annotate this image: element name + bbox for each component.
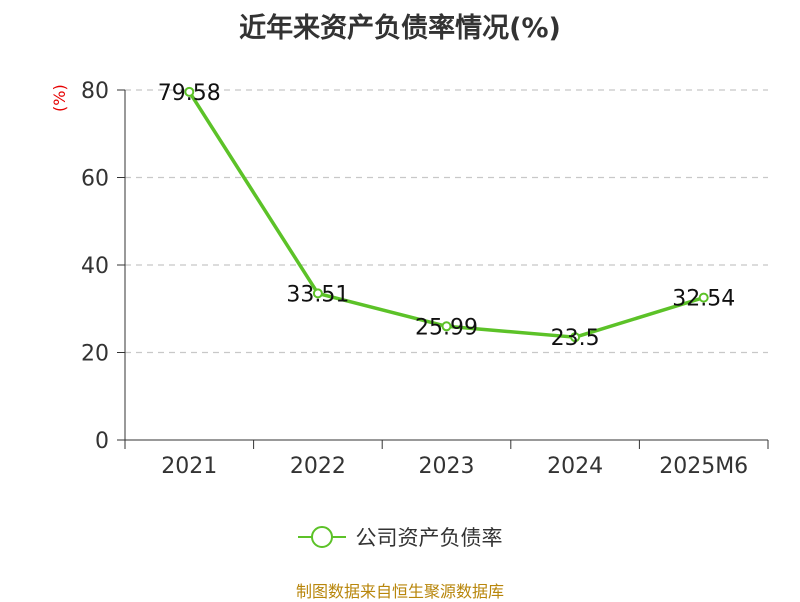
source-note: 制图数据来自恒生聚源数据库 <box>295 582 504 601</box>
data-point <box>570 332 581 343</box>
data-label: 79.58 <box>158 81 221 106</box>
x-tick-label: 2021 <box>161 454 217 479</box>
data-label: 25.99 <box>415 315 478 340</box>
legend-line-marker-icon <box>297 526 346 548</box>
series-line <box>187 90 705 339</box>
data-point <box>312 288 323 299</box>
y-tick-label: 0 <box>95 429 109 454</box>
x-tick-label: 2025M6 <box>659 454 748 479</box>
y-tick-label: 80 <box>81 79 109 104</box>
y-tick-label: 40 <box>81 254 109 279</box>
legend[interactable]: 公司资产负债率 <box>0 522 800 552</box>
data-label: 23.5 <box>551 326 600 351</box>
x-tick-label: 2022 <box>290 454 346 479</box>
data-point <box>184 86 195 97</box>
data-label: 32.54 <box>672 287 735 312</box>
legend-label: 公司资产负债率 <box>355 526 503 550</box>
data-point <box>441 321 452 332</box>
data-point <box>698 292 709 303</box>
y-tick-label: 60 <box>81 167 109 192</box>
y-tick-label: 20 <box>81 342 109 367</box>
x-tick-label: 2024 <box>547 454 603 479</box>
x-tick-label: 2023 <box>419 454 475 479</box>
chart-title: 近年来资产负债率情况(%) <box>239 13 561 44</box>
data-label: 33.51 <box>286 282 349 307</box>
